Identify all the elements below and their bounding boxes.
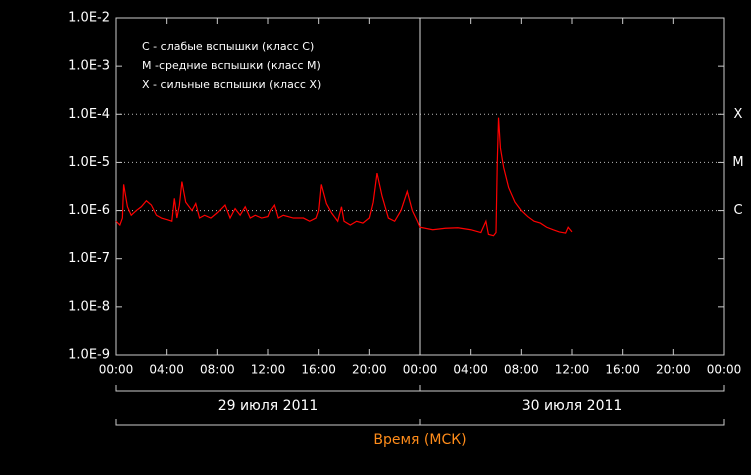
y-tick-label: 1.0E-2	[68, 11, 110, 26]
y-tick-label: 1.0E-9	[68, 348, 110, 363]
y-tick-label: 1.0E-7	[68, 251, 110, 266]
x-tick-label: 00:00	[707, 363, 742, 377]
x-tick-label: 04:00	[453, 363, 488, 377]
y-tick-label: 1.0E-3	[68, 59, 110, 74]
series-line	[115, 117, 573, 237]
x-tick-label: 12:00	[555, 363, 590, 377]
class-level-label: C	[733, 203, 742, 218]
x-tick-label: 16:00	[301, 363, 336, 377]
x-tick-label: 00:00	[99, 363, 134, 377]
class-level-label: X	[734, 107, 743, 122]
x-tick-label: 20:00	[352, 363, 387, 377]
day-label: 29 июля 2011	[218, 398, 319, 414]
legend-line: M -средние вспышки (класс M)	[142, 59, 321, 72]
legend: C - слабые вспышки (класс C) M -средние …	[142, 40, 321, 91]
day-label: 30 июля 2011	[522, 398, 623, 414]
y-tick-label: 1.0E-5	[68, 155, 110, 170]
day-bracket	[115, 419, 421, 426]
y-tick-label: 1.0E-6	[68, 203, 110, 218]
legend-line: X - сильные вспышки (класс X)	[142, 78, 321, 91]
x-axis-label: Время (МСК)	[373, 432, 466, 448]
day-bracket	[419, 385, 725, 392]
x-tick-label: 16:00	[605, 363, 640, 377]
x-tick-label: 04:00	[149, 363, 184, 377]
y-tick-label: 1.0E-8	[68, 299, 110, 314]
x-tick-label: 00:00	[403, 363, 438, 377]
x-tick-label: 20:00	[656, 363, 691, 377]
legend-line: C - слабые вспышки (класс C)	[142, 40, 314, 53]
y-tick-label: 1.0E-4	[68, 107, 110, 122]
day-bracket	[419, 419, 725, 426]
day-bracket	[115, 385, 421, 392]
class-level-label: M	[732, 155, 743, 170]
x-tick-label: 12:00	[251, 363, 286, 377]
x-tick-label: 08:00	[200, 363, 235, 377]
x-tick-label: 08:00	[504, 363, 539, 377]
